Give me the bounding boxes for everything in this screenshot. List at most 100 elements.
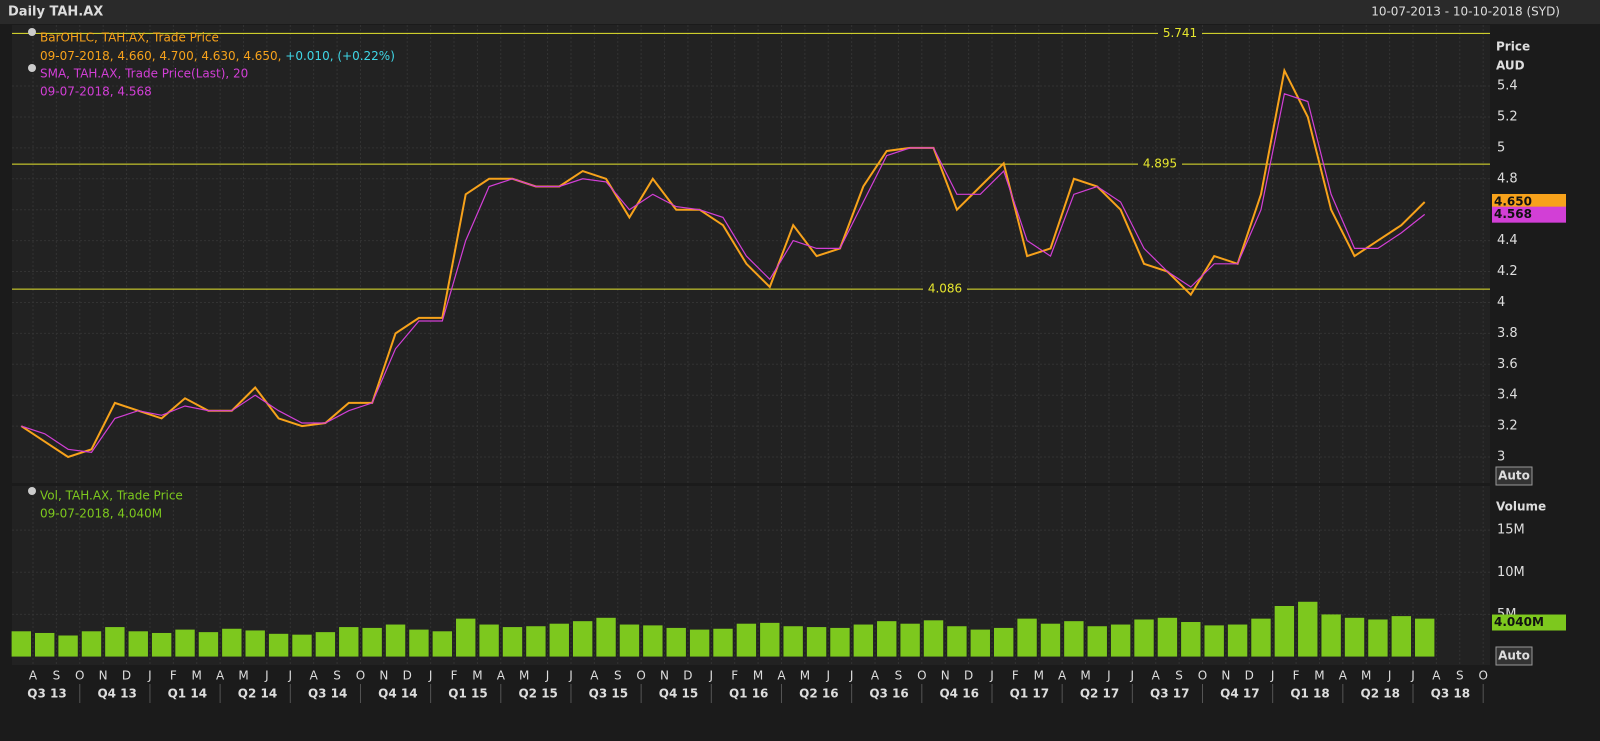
volume-bar [385,624,406,657]
y2-axis-label: Volume [1496,500,1546,514]
quarter-label: Q3 13 [27,687,66,701]
x-tick-label: N [1221,669,1230,683]
volume-bar [11,631,31,657]
y-axis-label: Price [1496,40,1530,54]
quarter-label: Q2 17 [1080,687,1119,701]
y-tick-label: 4.4 [1497,233,1518,248]
x-tick-label: A [590,669,599,683]
volume-bar [900,623,920,657]
volume-bar [1227,624,1248,657]
quarter-label: Q2 14 [238,687,277,701]
legend-icon [28,487,36,495]
y-tick-label: 3.2 [1497,419,1518,434]
x-tick-label: M [1034,669,1044,683]
legend-icon [28,28,36,36]
x-tick-label: J [147,669,152,683]
x-tick-label: S [1456,669,1464,683]
volume-bar [689,629,710,657]
volume-bar [479,624,499,657]
volume-bar [643,625,663,657]
volume-bar [245,630,265,657]
volume-bar [1274,606,1295,657]
volume-bar [549,623,569,657]
x-tick-label: J [264,669,269,683]
x-tick-label: O [356,669,365,683]
volume-bar [993,627,1014,657]
volume-bar [572,621,593,657]
x-tick-label: A [497,669,506,683]
quarter-label: Q1 18 [1290,687,1329,701]
legend-value: 09-07-2018, 4.568 [40,85,152,99]
grid [12,25,1490,703]
last-value-badge [1492,193,1566,210]
volume-bar [292,634,312,657]
volume-bar [666,627,686,657]
x-tick-label: J [288,669,293,683]
y-tick-label: 5 [1497,140,1505,155]
x-tick-label: D [122,669,131,683]
quarter-label: Q1 17 [1010,687,1049,701]
legend-value-ohlc: 09-07-2018, 4.660, 4.700, 4.630, 4.650, [40,49,285,63]
y2-tick-label: 15M [1497,523,1525,538]
x-tick-label: D [964,669,973,683]
last-value-label: 4.040M [1494,615,1544,629]
x-tick-label: O [1198,669,1207,683]
x-tick-label: M [472,669,482,683]
x-tick-label: O [917,669,926,683]
auto-button[interactable] [1495,466,1533,486]
reference-label: 4.895 [1143,157,1177,171]
quarter-label: Q4 16 [939,687,978,701]
x-tick-label: F [1012,669,1019,683]
volume-bar [151,632,172,657]
volume-bar [1251,618,1271,657]
y-tick-label: 3.8 [1497,326,1518,341]
volume-bar [339,627,359,657]
x-tick-label: J [428,669,433,683]
volume-bar [1415,618,1435,657]
y-tick-label: 3.6 [1497,357,1518,372]
x-tick-label: M [238,669,248,683]
x-tick-label: M [192,669,202,683]
x-tick-label: D [403,669,412,683]
x-tick-label: A [310,669,319,683]
last-value-label: 4.568 [1494,207,1532,221]
legend-entry: Vol, TAH.AX, Trade Price [40,489,183,503]
x-tick-label: S [333,669,341,683]
volume-bar [526,626,546,657]
auto-button-label[interactable]: Auto [1498,649,1530,663]
volume-bar [783,626,803,657]
x-tick-label: S [1175,669,1183,683]
volume-bar [1040,623,1061,657]
x-tick-label: S [895,669,903,683]
x-tick-label: S [53,669,61,683]
marks [11,32,1490,657]
volume-bar [456,618,476,657]
volume-bar [1321,614,1341,657]
volume-bar [1344,617,1365,657]
x-tick-label: A [871,669,880,683]
quarter-label: Q4 13 [97,687,136,701]
x-tick-label: A [1339,669,1348,683]
x-tick-label: O [1478,669,1487,683]
reference-label: 5.741 [1163,26,1197,40]
reference-label-bg [1138,157,1182,172]
x-tick-label: J [1410,669,1415,683]
chart-title: Daily TAH.AX [8,5,103,20]
x-tick-label: D [683,669,692,683]
reference-label-bg [1158,26,1202,41]
date-range: 10-07-2013 - 10-10-2018 (SYD) [1371,5,1560,19]
x-tick-label: J [1387,669,1392,683]
x-tick-label: D [1245,669,1254,683]
quarter-label: Q2 15 [518,687,557,701]
volume-bar [806,627,827,657]
x-tick-label: J [1130,669,1135,683]
quarter-label: Q3 18 [1431,687,1470,701]
price-panel [12,25,1490,483]
y-tick-label: 4 [1497,295,1505,310]
legend-value: 09-07-2018, 4.040M [40,507,162,521]
auto-button-label[interactable]: Auto [1498,469,1530,483]
x-tick-label: J [568,669,573,683]
auto-button[interactable] [1495,646,1533,666]
